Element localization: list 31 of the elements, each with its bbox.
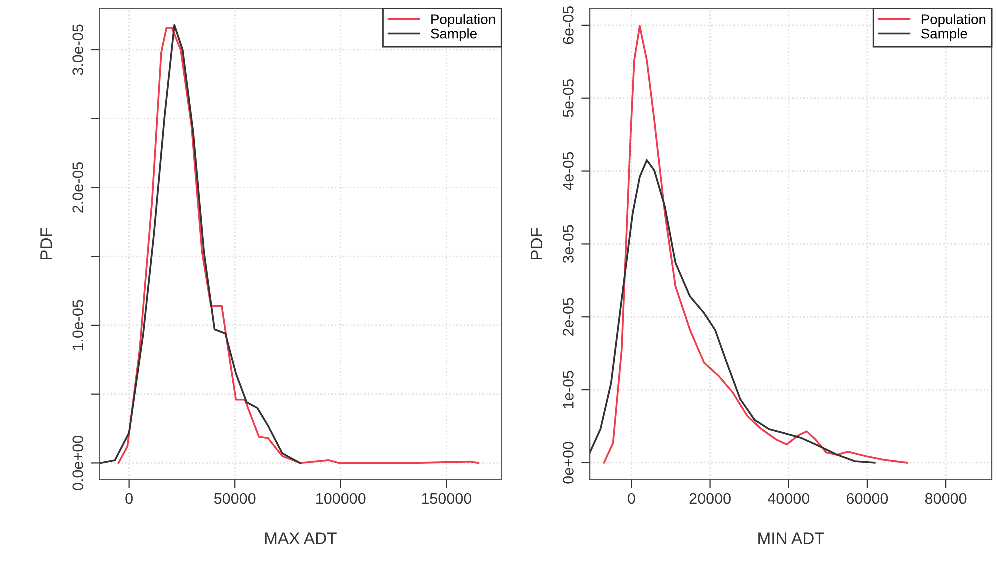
- x-axis-title: MAX ADT: [265, 532, 337, 544]
- y-tick-label: 0.0e+00: [72, 436, 84, 490]
- x-tick-label: 80000: [925, 493, 967, 504]
- x-tick-label: 150000: [422, 493, 472, 504]
- x-tick-label: 100000: [316, 493, 366, 504]
- y-tick-label: 4e-05: [563, 152, 574, 190]
- x-tick-label: 0: [126, 493, 133, 504]
- y-tick-label: 2e-05: [563, 298, 574, 336]
- y-axis-title: PDF: [40, 228, 52, 260]
- x-axis-title: MIN ADT: [758, 532, 824, 544]
- line-series: [118, 27, 480, 464]
- x-tick-label: 60000: [847, 493, 888, 504]
- x-tick-label: 20000: [690, 493, 731, 504]
- x-tick-label: 0: [628, 493, 636, 504]
- legend-label: Sample: [921, 28, 968, 42]
- y-tick-label: 3.0e-05: [72, 24, 84, 76]
- legend-label: Sample: [431, 28, 477, 42]
- line-series: [603, 25, 908, 464]
- x-tick-label: 40000: [768, 493, 810, 504]
- line-series: [590, 159, 876, 464]
- y-tick-label: 3e-05: [563, 225, 574, 264]
- y-tick-label: 1.0e-05: [72, 300, 84, 350]
- y-tick-label: 5e-05: [563, 79, 574, 118]
- x-tick-label: 50000: [214, 493, 256, 504]
- legend-label: Population: [922, 14, 986, 28]
- y-tick-label: 2.0e-05: [72, 162, 84, 213]
- y-tick-label: 0e+00: [563, 442, 574, 484]
- y-tick-label: 6e-05: [563, 6, 574, 44]
- y-axis-title: PDF: [531, 228, 543, 260]
- legend-label: Population: [432, 14, 496, 28]
- y-tick-label: 1e-05: [563, 371, 574, 408]
